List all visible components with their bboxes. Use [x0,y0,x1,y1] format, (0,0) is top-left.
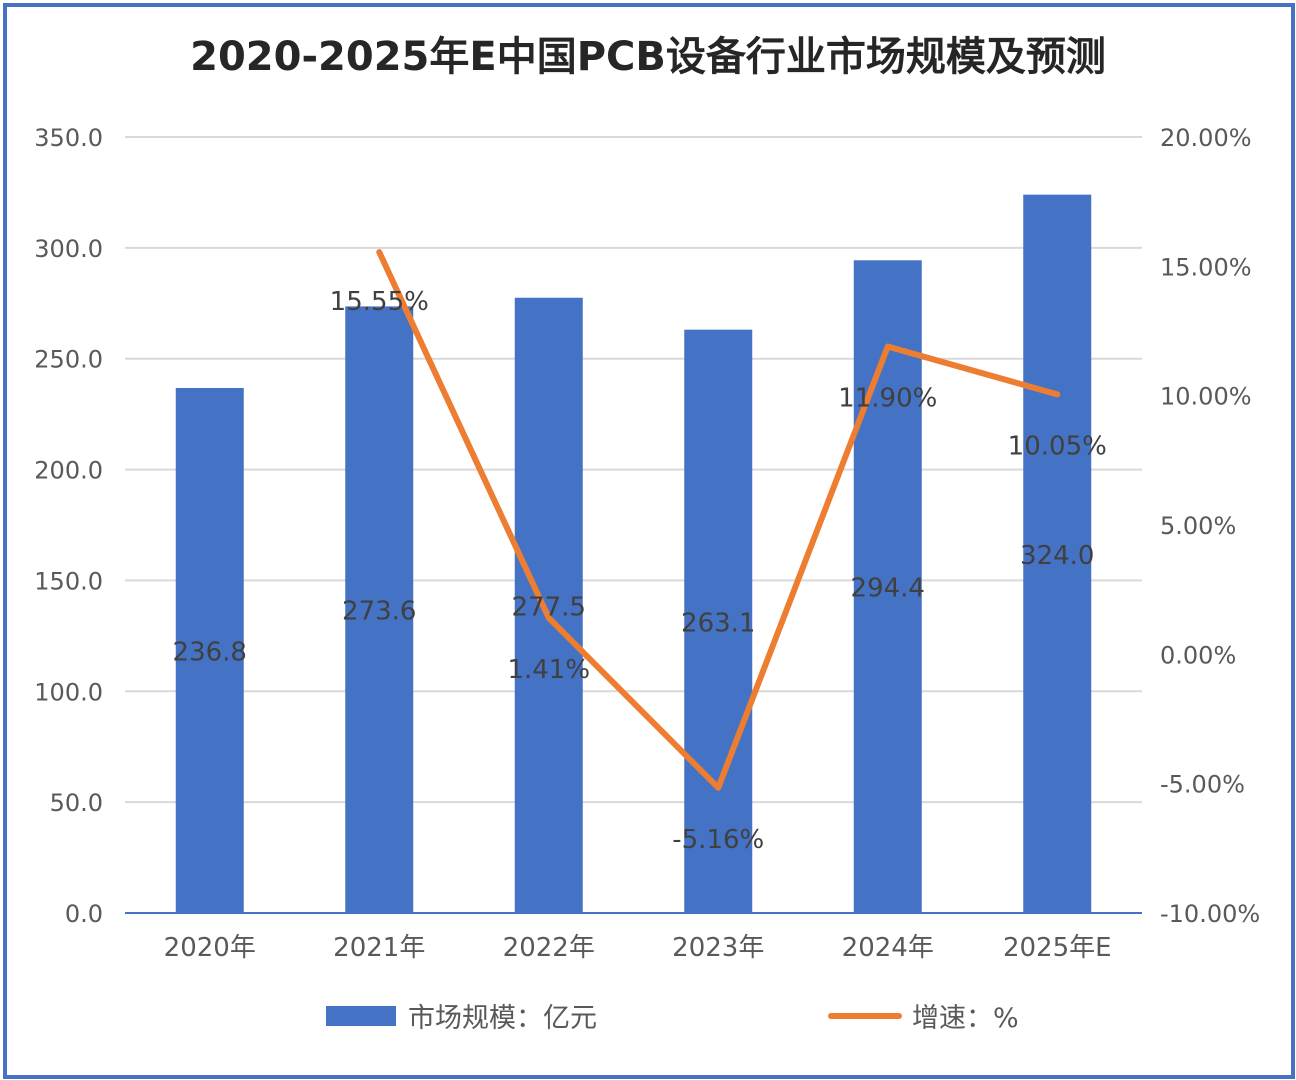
bar [1023,194,1092,913]
line-data-label: 10.05% [1008,431,1107,461]
right-tick-label: 0.00% [1160,641,1236,669]
bar-data-label: 273.6 [342,597,416,627]
legend-bar-label: 市场规模：亿元 [408,1003,597,1034]
x-tick-label: 2023年 [672,933,764,963]
line-data-label: -5.16% [672,825,764,855]
bar [175,387,244,913]
left-tick-label: 150.0 [34,567,103,595]
right-tick-label: 10.00% [1160,383,1252,411]
line-data-label: 15.55% [330,287,429,317]
right-tick-label: -5.00% [1160,771,1245,799]
bar [345,306,414,913]
left-tick-label: 250.0 [34,346,103,374]
bar-data-label: 294.4 [851,574,925,604]
bar-data-label: 263.1 [681,608,755,638]
chart-frame [3,3,1295,1079]
line-data-label: 1.41% [507,655,590,685]
bar-data-label: 236.8 [173,637,247,667]
left-tick-label: 200.0 [34,457,103,485]
left-tick-label: 100.0 [34,678,103,706]
right-tick-label: 20.00% [1160,124,1252,152]
x-tick-label: 2022年 [503,933,595,963]
legend-bar-swatch [326,1005,396,1026]
legend-item-bar: 市场规模：亿元 [326,996,597,1035]
bar-data-label: 324.0 [1020,541,1094,571]
bar [853,260,922,913]
bar [514,297,583,913]
right-tick-label: -10.00% [1160,900,1260,928]
left-tick-label: 350.0 [34,124,103,152]
line-data-label: 11.90% [838,384,937,414]
right-tick-label: 5.00% [1160,512,1236,540]
bar-data-label: 277.5 [512,592,586,622]
x-tick-label: 2024年 [842,933,934,963]
legend-line-label: 增速：% [912,1003,1019,1034]
legend-line-swatch [828,1012,902,1019]
left-tick-label: 50.0 [50,789,103,817]
growth-line [376,249,1061,791]
left-tick-label: 0.0 [65,900,103,928]
x-tick-label: 2021年 [333,933,425,963]
left-tick-label: 300.0 [34,235,103,263]
right-tick-label: 15.00% [1160,253,1252,281]
legend-item-line: 增速：% [828,996,1019,1035]
x-tick-label: 2025年E [1003,933,1112,963]
chart-title: 2020-2025年E中国PCB设备行业市场规模及预测 [190,34,1106,80]
bar [684,329,753,914]
x-tick-label: 2020年 [164,933,256,963]
